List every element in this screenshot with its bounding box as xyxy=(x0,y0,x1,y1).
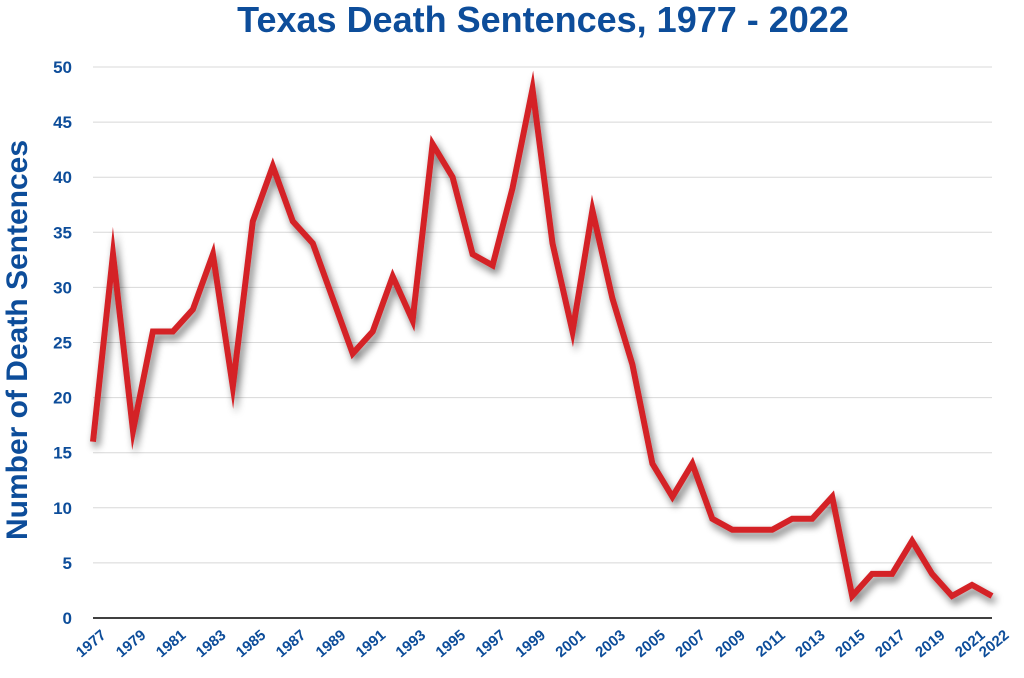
chart-title: Texas Death Sentences, 1977 - 2022 xyxy=(237,0,849,40)
x-tick-label: 1993 xyxy=(393,627,429,661)
y-tick-label: 0 xyxy=(63,609,72,628)
x-tick-label: 2019 xyxy=(912,627,948,661)
x-tick-label: 2013 xyxy=(792,627,828,661)
data-point-2006 xyxy=(670,494,675,499)
data-point-2019 xyxy=(930,571,935,576)
x-tick-label: 1987 xyxy=(273,627,309,661)
x-tick-label: 2007 xyxy=(672,627,708,661)
x-tick-label: 1983 xyxy=(193,627,229,661)
data-point-2018 xyxy=(910,538,915,543)
data-point-1991 xyxy=(370,329,375,334)
data-point-1981 xyxy=(170,329,175,334)
data-point-1987 xyxy=(290,219,295,224)
data-point-2020 xyxy=(950,594,955,599)
data-point-1979 xyxy=(131,428,136,433)
x-tick-label: 2005 xyxy=(632,627,668,661)
x-tick-label: 2003 xyxy=(592,627,628,661)
data-point-2003 xyxy=(610,296,615,301)
data-point-1980 xyxy=(150,329,155,334)
data-point-1999 xyxy=(530,87,535,92)
data-point-2007 xyxy=(690,461,695,466)
x-tick-label: 1979 xyxy=(113,627,149,661)
data-point-2016 xyxy=(870,571,875,576)
data-point-2021 xyxy=(970,582,975,587)
data-point-1977 xyxy=(91,439,96,444)
x-tick-label: 1989 xyxy=(313,627,349,661)
y-axis-ticks: 0 5 10 15 20 25 30 35 40 45 50 xyxy=(53,58,72,628)
data-point-1984 xyxy=(230,384,235,389)
x-tick-label: 2015 xyxy=(832,627,868,661)
series-line xyxy=(90,70,994,603)
y-tick-label: 45 xyxy=(53,113,72,132)
x-tick-label: 1997 xyxy=(472,627,508,661)
data-point-2010 xyxy=(750,527,755,532)
y-axis-label: Number of Death Sentences xyxy=(1,140,34,540)
y-tick-label: 5 xyxy=(63,554,72,573)
x-tick-label: 1985 xyxy=(233,627,269,661)
x-tick-label: 2011 xyxy=(753,627,789,661)
x-tick-label: 1981 xyxy=(153,627,189,661)
data-point-1992 xyxy=(390,274,395,279)
data-point-2001 xyxy=(570,329,575,334)
data-point-1983 xyxy=(210,252,215,257)
data-point-1998 xyxy=(510,186,515,191)
data-point-2013 xyxy=(810,516,815,521)
y-tick-label: 50 xyxy=(53,58,72,77)
data-point-1990 xyxy=(350,351,355,356)
y-tick-label: 10 xyxy=(53,499,72,518)
data-point-2000 xyxy=(550,241,555,246)
data-point-2012 xyxy=(790,516,795,521)
x-tick-label: 2017 xyxy=(872,627,908,661)
data-point-2022 xyxy=(990,594,995,599)
x-tick-label: 2009 xyxy=(712,627,748,661)
data-point-2002 xyxy=(590,208,595,213)
data-point-2014 xyxy=(830,494,835,499)
y-tick-label: 35 xyxy=(53,223,72,242)
x-tick-label: 2001 xyxy=(552,627,588,661)
y-tick-label: 30 xyxy=(53,278,72,297)
data-point-1988 xyxy=(310,241,315,246)
data-point-1994 xyxy=(430,142,435,147)
gridlines xyxy=(93,66,992,564)
x-tick-label: 1991 xyxy=(353,627,389,661)
data-point-2008 xyxy=(710,516,715,521)
data-point-1982 xyxy=(190,307,195,312)
data-point-1989 xyxy=(330,296,335,301)
series-layer xyxy=(90,70,995,603)
y-tick-label: 40 xyxy=(53,168,72,187)
data-point-1993 xyxy=(410,318,415,323)
y-tick-label: 20 xyxy=(53,389,72,408)
y-tick-label: 15 xyxy=(53,444,72,463)
y-tick-label: 25 xyxy=(53,334,72,353)
data-point-2017 xyxy=(890,571,895,576)
data-point-1996 xyxy=(470,252,475,257)
data-point-2011 xyxy=(770,527,775,532)
x-tick-label: 1995 xyxy=(433,627,469,661)
data-point-2004 xyxy=(630,362,635,367)
x-tick-label: 1977 xyxy=(73,627,109,661)
data-point-2015 xyxy=(850,594,855,599)
data-point-1986 xyxy=(270,164,275,169)
x-tick-label: 1999 xyxy=(512,627,548,661)
data-point-1995 xyxy=(450,175,455,180)
data-point-1985 xyxy=(250,219,255,224)
data-point-2009 xyxy=(730,527,735,532)
data-point-1978 xyxy=(111,252,116,257)
data-point-2005 xyxy=(650,461,655,466)
x-axis-ticks: 1977 1979 1981 1983 1985 1987 1989 1991 1993 1995… xyxy=(73,627,1012,661)
data-point-1997 xyxy=(490,263,495,268)
